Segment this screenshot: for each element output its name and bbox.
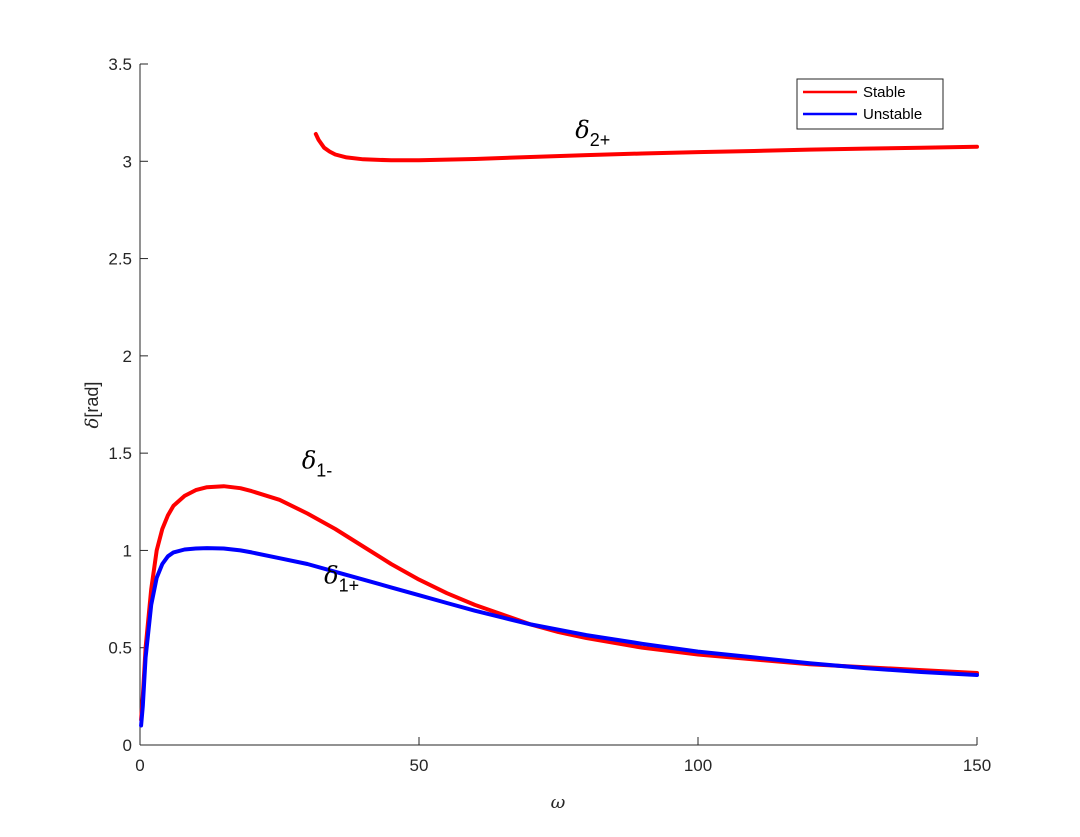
y-axis-label-symbol: δ [82, 418, 103, 429]
y-tick-label: 2 [123, 347, 132, 366]
y-tick-label: 0.5 [108, 639, 132, 658]
legend-label: Stable [863, 84, 906, 101]
y-tick-label: 3.5 [108, 55, 132, 74]
curve-annotation: δ1- [302, 447, 332, 481]
x-tick-label: 100 [684, 756, 712, 775]
axes: 0 50 100 150 0 0.5 1 1.5 2 2.5 3 3.5 [108, 55, 991, 775]
y-tick-label: 3 [123, 152, 132, 171]
x-tick-label: 50 [410, 756, 429, 775]
curve-annotation: δ1+ [324, 562, 359, 596]
y-tick-label: 1.5 [108, 444, 132, 463]
y-axis-label-unit: [rad] [82, 382, 102, 418]
y-axis-label-text: δ[rad] [82, 382, 103, 429]
series-line-stable [313, 132, 979, 163]
series-lines [139, 132, 979, 728]
x-axis-label-text: ω [551, 792, 566, 813]
x-axis-label: ω [551, 792, 566, 813]
x-tick-label: 0 [135, 756, 144, 775]
legend-label: Unstable [863, 106, 922, 123]
y-tick-label: 2.5 [108, 250, 132, 269]
legend-box [796, 78, 944, 130]
y-tick-label: 0 [123, 736, 132, 755]
x-tick-label: 150 [963, 756, 991, 775]
series-line-unstable [139, 546, 979, 728]
y-axis-label: δ[rad] [82, 382, 103, 429]
y-tick-label: 1 [123, 541, 132, 560]
series-line-stable [139, 484, 979, 722]
curve-annotation: δ2+ [575, 116, 610, 150]
legend: Stable Unstable [796, 78, 944, 130]
curve-annotations: δ1- δ1+ δ2+ [302, 116, 610, 596]
